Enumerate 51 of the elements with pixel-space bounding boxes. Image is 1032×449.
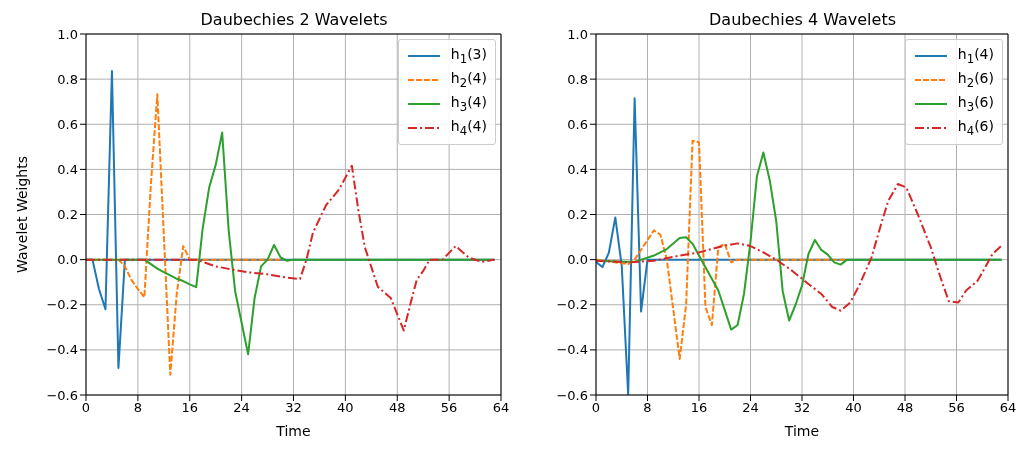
y-tick-label: 0.4 [57, 161, 78, 177]
y-tick-label: −0.2 [556, 297, 588, 313]
x-tick-label: 24 [742, 400, 759, 416]
x-tick-label: 8 [133, 400, 143, 416]
x-tick-label: 40 [337, 400, 354, 416]
x-tick-label: 56 [948, 400, 965, 416]
y-tick-label: 0.6 [567, 116, 588, 132]
y-axis-title: Wavelet Weights [13, 156, 30, 273]
y-tick-label: 1.0 [567, 26, 588, 42]
legend-label: h$_{3}$(4) [450, 94, 487, 114]
line-series [596, 183, 1003, 312]
y-tick-label: 0.8 [567, 71, 588, 87]
x-tick-label: 56 [440, 400, 458, 416]
x-tick-label: 0 [591, 400, 601, 416]
y-tick-label: −0.6 [46, 387, 78, 403]
x-tick-label: 64 [492, 400, 510, 416]
legend-label: h$_{1}$(4) [957, 46, 994, 66]
legend-label: h$_{4}$(4) [450, 118, 487, 138]
legend-label: h$_{3}$(6) [957, 94, 994, 114]
y-tick-label: 0.0 [57, 252, 78, 268]
line-series [86, 164, 496, 332]
x-tick-label: 40 [845, 400, 862, 416]
x-tick-label: 48 [896, 400, 914, 416]
x-tick-label: 8 [643, 400, 652, 416]
y-tick-label: 0.2 [57, 207, 78, 223]
x-axis-title: Time [275, 423, 311, 439]
x-tick-label: 64 [999, 400, 1017, 416]
legend-label: h$_{1}$(3) [450, 46, 487, 66]
y-tick-label: −0.4 [556, 342, 588, 358]
x-tick-label: 48 [388, 400, 406, 416]
y-tick-label: −0.2 [46, 297, 78, 313]
y-tick-label: 0.0 [567, 252, 588, 268]
x-axis-title: Time [783, 423, 820, 439]
legend-label: h$_{2}$(6) [957, 70, 994, 90]
x-tick-label: 24 [233, 400, 250, 416]
chart-title: Daubechies 2 Wavelets [199, 10, 389, 29]
y-tick-label: 1.0 [57, 26, 78, 42]
y-tick-label: −0.6 [556, 387, 588, 403]
x-tick-label: 32 [793, 400, 811, 416]
y-tick-label: −0.4 [46, 342, 78, 358]
y-tick-label: 0.4 [567, 161, 588, 177]
y-tick-label: 0.2 [567, 207, 588, 223]
x-tick-label: 32 [285, 400, 302, 416]
x-tick-label: 16 [181, 400, 199, 416]
y-tick-label: 0.6 [57, 116, 78, 132]
x-tick-label: 0 [81, 400, 91, 416]
x-tick-label: 16 [690, 400, 708, 416]
y-tick-label: 0.8 [57, 71, 78, 87]
chart-title: Daubechies 4 Wavelets [708, 10, 897, 29]
legend-label: h$_{4}$(6) [957, 118, 994, 138]
legend-label: h$_{2}$(4) [450, 70, 487, 90]
